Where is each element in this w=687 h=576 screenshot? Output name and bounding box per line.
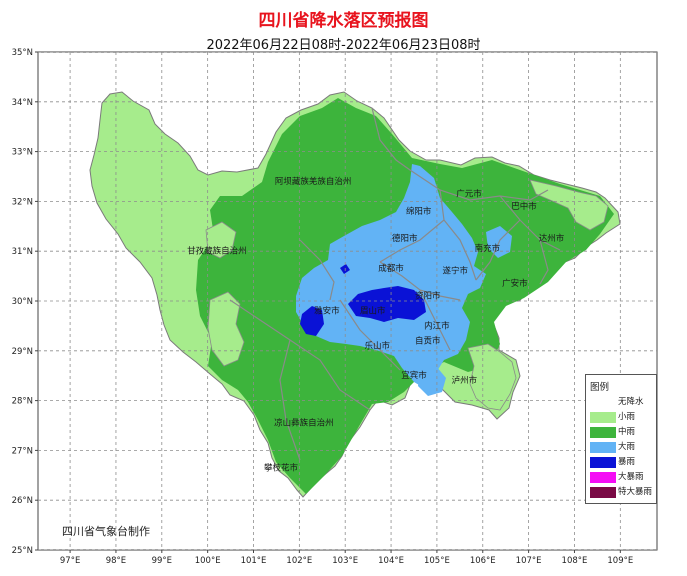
region-label: 眉山市 bbox=[360, 305, 386, 316]
legend-title: 图例 bbox=[590, 382, 610, 393]
region-label: 成都市 bbox=[378, 263, 404, 274]
legend-swatch bbox=[590, 442, 616, 453]
lon-tick-label: 102°E bbox=[286, 556, 312, 566]
region-label: 自贡市 bbox=[415, 335, 441, 346]
lat-tick-label: 34°N bbox=[12, 98, 33, 108]
legend-swatch bbox=[590, 397, 616, 408]
region-label: 广元市 bbox=[456, 188, 482, 199]
region-label: 攀枝花市 bbox=[264, 462, 299, 473]
legend-item-heavy-rain: 大雨 bbox=[590, 442, 654, 453]
legend-label: 暴雨 bbox=[618, 457, 636, 467]
lat-tick-label: 31°N bbox=[12, 247, 33, 257]
legend-label: 大暴雨 bbox=[618, 472, 644, 482]
region-label: 内江市 bbox=[424, 320, 450, 331]
legend-swatch bbox=[590, 457, 616, 468]
legend-item-light-rain: 小雨 bbox=[590, 412, 654, 423]
lon-tick-labels: 97°E 98°E 99°E 100°E 101°E 102°E 103°E 104°E 105… bbox=[60, 550, 633, 566]
legend-label: 中雨 bbox=[618, 427, 636, 437]
light-rain-patch-sw bbox=[207, 291, 245, 367]
region-label: 甘孜藏族自治州 bbox=[187, 246, 247, 257]
lon-tick-label: 107°E bbox=[516, 556, 542, 566]
lat-gridlines bbox=[38, 52, 657, 550]
map-subtitle: 2022年06月22日08时-2022年06月23日08时 bbox=[206, 38, 481, 53]
light-rain-patch-east bbox=[467, 343, 517, 411]
lon-tick-label: 104°E bbox=[378, 556, 404, 566]
region-label: 广安市 bbox=[502, 278, 528, 289]
legend-swatch bbox=[590, 472, 616, 483]
producer-credit: 四川省气象台制作 bbox=[62, 525, 150, 538]
legend-label: 大雨 bbox=[618, 442, 636, 452]
region-label: 德阳市 bbox=[392, 233, 418, 244]
lon-tick-label: 98°E bbox=[106, 556, 126, 566]
legend-swatch bbox=[590, 412, 616, 423]
region-label: 雅安市 bbox=[314, 305, 340, 316]
lat-tick-label: 28°N bbox=[12, 397, 33, 407]
legend-item-extreme-rainstorm: 特大暴雨 bbox=[590, 487, 654, 498]
legend-label: 无降水 bbox=[618, 397, 644, 407]
lat-tick-labels: 35°N 34°N 33°N 32°N 31°N 30°N 29°N 28°N 27°N 26°N… bbox=[12, 48, 38, 556]
region-label: 南充市 bbox=[475, 243, 501, 254]
region-label: 达州市 bbox=[539, 233, 565, 244]
legend-label: 特大暴雨 bbox=[618, 487, 653, 497]
lon-tick-label: 105°E bbox=[424, 556, 450, 566]
region-label: 巴中市 bbox=[511, 201, 537, 212]
lon-tick-label: 108°E bbox=[562, 556, 588, 566]
lon-tick-label: 109°E bbox=[607, 556, 633, 566]
lat-tick-label: 32°N bbox=[12, 197, 33, 207]
legend: 图例 无降水 小雨 中雨 大雨 暴雨 大暴雨 特大暴雨 bbox=[585, 374, 657, 504]
lon-tick-label: 97°E bbox=[60, 556, 80, 566]
region-label: 凉山彝族自治州 bbox=[274, 418, 334, 429]
region-label: 阿坝藏族羌族自治州 bbox=[275, 176, 352, 187]
rainstorm-area-west bbox=[300, 306, 324, 336]
lat-tick-label: 25°N bbox=[12, 546, 33, 556]
map-title: 四川省降水落区预报图 bbox=[258, 11, 429, 31]
lon-tick-label: 106°E bbox=[470, 556, 496, 566]
region-label: 乐山市 bbox=[365, 340, 391, 351]
lon-tick-label: 103°E bbox=[332, 556, 358, 566]
lon-tick-label: 101°E bbox=[241, 556, 267, 566]
legend-item-moderate-rain: 中雨 bbox=[590, 427, 654, 438]
region-label: 资阳市 bbox=[415, 291, 441, 302]
city-boundaries bbox=[229, 107, 561, 461]
lat-tick-label: 26°N bbox=[12, 496, 33, 506]
legend-item-heavy-rainstorm: 大暴雨 bbox=[590, 472, 654, 483]
lat-tick-label: 30°N bbox=[12, 297, 33, 307]
legend-item-no-rain: 无降水 bbox=[590, 397, 654, 408]
legend-item-rainstorm: 暴雨 bbox=[590, 457, 654, 468]
region-label: 遂宁市 bbox=[442, 266, 468, 277]
lon-gridlines bbox=[69, 52, 621, 550]
legend-swatch bbox=[590, 427, 616, 438]
rainstorm-area-main bbox=[348, 286, 426, 322]
legend-label: 小雨 bbox=[618, 412, 636, 422]
lat-tick-label: 35°N bbox=[12, 48, 33, 58]
heavy-rain-patch-s bbox=[418, 366, 446, 396]
lon-tick-label: 100°E bbox=[195, 556, 221, 566]
region-label: 绵阳市 bbox=[406, 206, 432, 217]
lat-tick-label: 29°N bbox=[12, 347, 33, 357]
lat-tick-label: 27°N bbox=[12, 446, 33, 456]
lat-tick-label: 33°N bbox=[12, 148, 33, 158]
legend-swatch bbox=[590, 487, 616, 498]
region-label: 宜宾市 bbox=[401, 370, 427, 381]
region-label: 泸州市 bbox=[452, 375, 478, 386]
lon-tick-label: 99°E bbox=[152, 556, 172, 566]
